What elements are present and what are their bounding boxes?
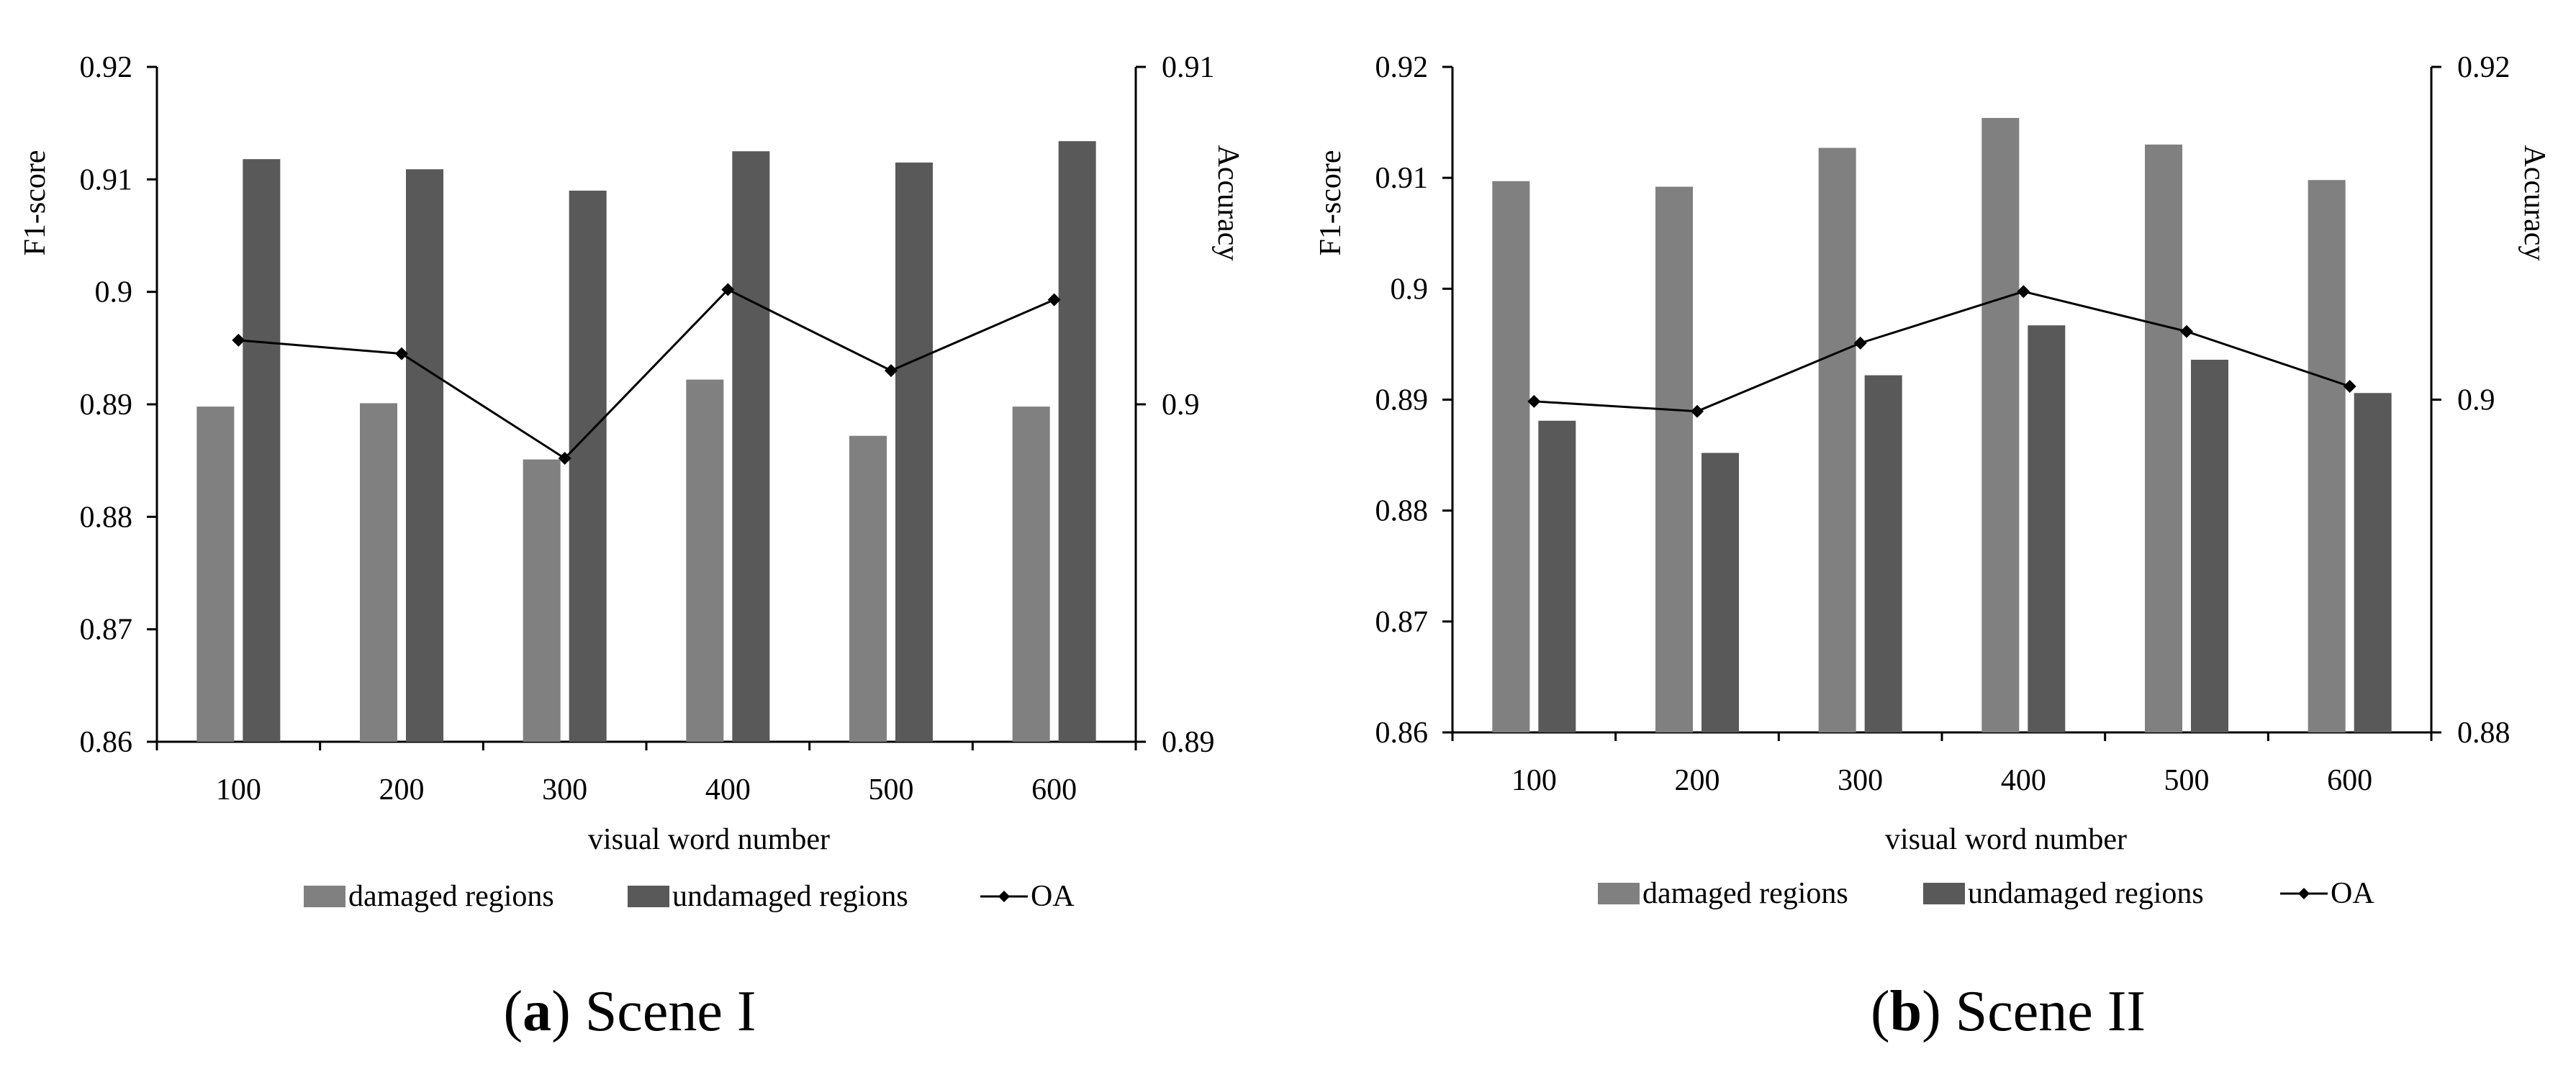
y-tick-label: 0.9 [1391,273,1429,306]
y-axis-title: F1-score [1314,150,1347,256]
legend-marker-oa [2298,888,2310,899]
x-tick-label: 200 [1675,764,1720,797]
chart-scene-2: 0.86 0.87 0.88 0.89 0.9 0.91 0.92 0.88 0.9 0.92 10… [1314,51,2551,1043]
bar-undamaged [1864,375,1902,732]
y2-axis-title: Accuracy [1211,145,1244,261]
caption-scene-1: (a) Scene I [504,980,756,1043]
bar-damaged [849,435,887,742]
point-oa [2017,285,2030,299]
y-tick-label: 0.87 [1375,606,1429,639]
y-tick-label: 0.87 [80,614,133,647]
legend-label-undamaged: undamaged regions [1968,877,2204,910]
caption-scene-2: (b) Scene II [1871,980,2146,1043]
y-tick-label: 0.91 [80,163,133,196]
bar-undamaged [895,162,933,742]
y-tick-label: 0.89 [80,389,133,422]
x-tick-label: 200 [379,773,425,807]
bar-undamaged [2028,325,2066,732]
y2-tick-label: 0.9 [2457,384,2495,417]
bar-damaged [1492,181,1530,732]
legend-swatch-damaged [1598,883,1640,904]
y2-tick-label: 0.88 [2457,717,2511,750]
bar-undamaged [569,190,607,742]
bar-damaged [1012,406,1050,742]
bar-undamaged [1058,141,1096,742]
point-oa [1691,404,1704,418]
y-tick-label: 0.92 [80,51,133,84]
legend-label-damaged: damaged regions [348,880,554,913]
bar-damaged [686,379,724,742]
point-oa [721,283,735,296]
legend: damaged regions undamaged regions OA [304,880,1075,913]
bar-undamaged [243,159,281,742]
x-axis-title: visual word number [1885,823,2127,856]
y2-axis-title: Accuracy [2518,145,2551,261]
y-tick-label: 0.86 [1375,717,1429,750]
point-oa [232,333,245,347]
y2-tick-label: 0.91 [1162,51,1215,84]
y-tick-label: 0.88 [80,501,133,534]
legend-label-damaged: damaged regions [1642,877,1848,910]
legend: damaged regions undamaged regions OA [1598,877,2374,910]
line-oa [238,288,1055,460]
point-oa [885,364,898,378]
x-tick-label: 300 [542,773,587,807]
point-oa [2343,380,2356,393]
bar-undamaged [2191,360,2228,732]
y-tick-label: 0.88 [1375,495,1429,528]
legend-marker-oa [998,891,1010,902]
point-oa [1047,293,1061,306]
legend-swatch-undamaged [1923,883,1965,904]
x-tick-label: 500 [2164,764,2210,797]
bar-damaged [1655,186,1693,732]
bar-damaged [1981,117,2020,732]
point-oa [395,347,408,360]
bar-undamaged [406,169,443,742]
bar-undamaged [1701,453,1739,732]
legend-swatch-undamaged [628,886,669,907]
legend-swatch-damaged [304,886,345,907]
x-tick-label: 600 [2327,764,2372,797]
legend-label-oa: OA [2331,877,2374,910]
y-axis-title: F1-score [19,150,52,256]
x-tick-label: 100 [216,773,261,807]
bar-damaged [523,459,561,742]
chart-scene-1: 0.86 0.87 0.88 0.89 0.9 0.91 0.92 0.89 0.9 0.91 10… [19,51,1244,1043]
bar-damaged [2308,180,2346,732]
bar-undamaged [732,151,770,742]
x-tick-label: 600 [1031,773,1077,807]
plot-area: 0.86 0.87 0.88 0.89 0.9 0.91 0.92 0.89 0.9 0.91 10… [80,51,1215,807]
y2-tick-label: 0.9 [1162,389,1200,422]
x-tick-label: 400 [2001,764,2046,797]
bar-damaged [360,403,397,742]
x-axis-title: visual word number [588,823,830,856]
y-tick-label: 0.91 [1375,162,1429,195]
point-oa [1527,394,1541,408]
plot-area: 0.86 0.87 0.88 0.89 0.9 0.91 0.92 0.88 0.9 0.92 10… [1375,51,2511,797]
x-tick-label: 400 [705,773,751,807]
point-oa [1853,336,1867,350]
y-tick-label: 0.92 [1375,51,1429,84]
y2-tick-label: 0.89 [1162,726,1215,759]
legend-label-oa: OA [1031,880,1075,913]
bar-undamaged [1538,420,1576,732]
point-oa [2180,324,2193,338]
line-oa [1534,290,2351,413]
bar-damaged [2145,144,2182,732]
bar-undamaged [2354,393,2392,732]
y-tick-label: 0.86 [80,726,133,759]
y2-tick-label: 0.92 [2457,51,2511,84]
point-oa [558,452,571,465]
x-tick-label: 500 [869,773,914,807]
bar-damaged [1818,147,1856,732]
y-tick-label: 0.9 [95,276,133,309]
y-tick-label: 0.89 [1375,384,1429,417]
x-tick-label: 100 [1511,764,1557,797]
x-tick-label: 300 [1838,764,1883,797]
legend-label-undamaged: undamaged regions [672,880,908,913]
bar-damaged [196,406,235,742]
